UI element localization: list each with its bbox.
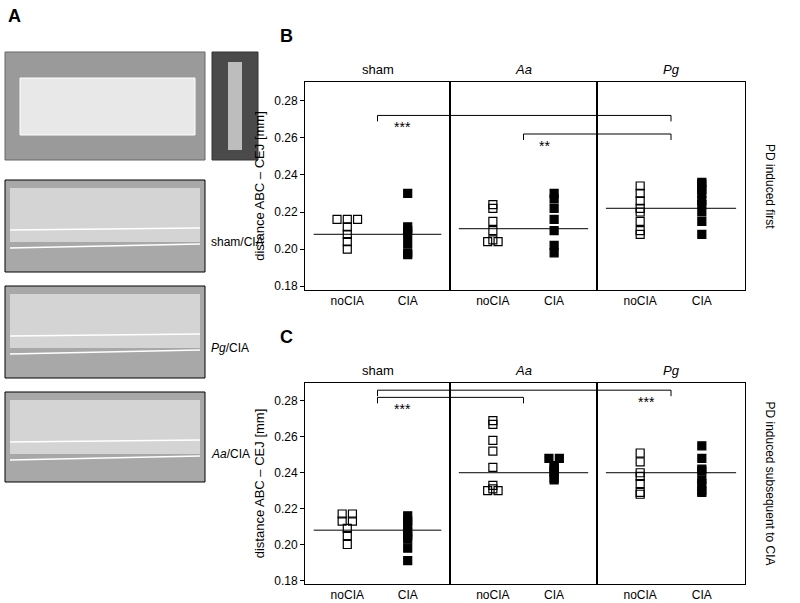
svg-text:0.20: 0.20 — [274, 538, 298, 552]
svg-text:0.24: 0.24 — [274, 168, 298, 182]
svg-text:***: *** — [638, 394, 655, 410]
svg-text:Aa: Aa — [515, 62, 532, 77]
svg-text:Aa/CIA: Aa/CIA — [211, 447, 250, 461]
svg-text:noCIA: noCIA — [623, 294, 656, 308]
svg-text:0.22: 0.22 — [274, 205, 298, 219]
svg-text:**: ** — [539, 138, 550, 154]
svg-text:noCIA: noCIA — [331, 588, 364, 602]
svg-text:0.28: 0.28 — [274, 94, 298, 108]
svg-text:C: C — [280, 327, 293, 347]
svg-text:PD induced first: PD induced first — [763, 144, 777, 229]
svg-text:0.26: 0.26 — [274, 131, 298, 145]
svg-text:Aa: Aa — [515, 363, 532, 378]
svg-text:0.24: 0.24 — [274, 466, 298, 480]
svg-text:0.26: 0.26 — [274, 430, 298, 444]
svg-text:noCIA: noCIA — [476, 294, 509, 308]
svg-text:CIA: CIA — [692, 588, 712, 602]
svg-text:noCIA: noCIA — [476, 588, 509, 602]
svg-text:noCIA: noCIA — [623, 588, 656, 602]
svg-text:Pg/CIA: Pg/CIA — [211, 341, 249, 355]
svg-text:noCIA: noCIA — [331, 294, 364, 308]
svg-text:distance ABC – CEJ [mm]: distance ABC – CEJ [mm] — [252, 409, 267, 559]
svg-text:sham: sham — [362, 363, 394, 378]
svg-text:distance ABC – CEJ [mm]: distance ABC – CEJ [mm] — [252, 111, 267, 261]
svg-text:CIA: CIA — [544, 294, 564, 308]
svg-text:A: A — [8, 6, 21, 26]
svg-text:CIA: CIA — [398, 294, 418, 308]
svg-text:***: *** — [394, 401, 411, 417]
svg-text:0.20: 0.20 — [274, 242, 298, 256]
svg-text:CIA: CIA — [398, 588, 418, 602]
svg-text:B: B — [280, 26, 293, 46]
svg-text:0.18: 0.18 — [274, 279, 298, 293]
svg-text:Pg: Pg — [663, 62, 680, 77]
svg-text:sham: sham — [362, 62, 394, 77]
svg-text:PD induced subsequent to CIA: PD induced subsequent to CIA — [763, 402, 777, 566]
svg-text:***: *** — [394, 119, 411, 135]
svg-text:sham/CIA: sham/CIA — [211, 235, 264, 249]
svg-text:CIA: CIA — [692, 294, 712, 308]
svg-text:0.18: 0.18 — [274, 574, 298, 588]
svg-text:Pg: Pg — [663, 363, 680, 378]
svg-text:0.28: 0.28 — [274, 394, 298, 408]
svg-text:0.22: 0.22 — [274, 502, 298, 516]
svg-text:CIA: CIA — [544, 588, 564, 602]
